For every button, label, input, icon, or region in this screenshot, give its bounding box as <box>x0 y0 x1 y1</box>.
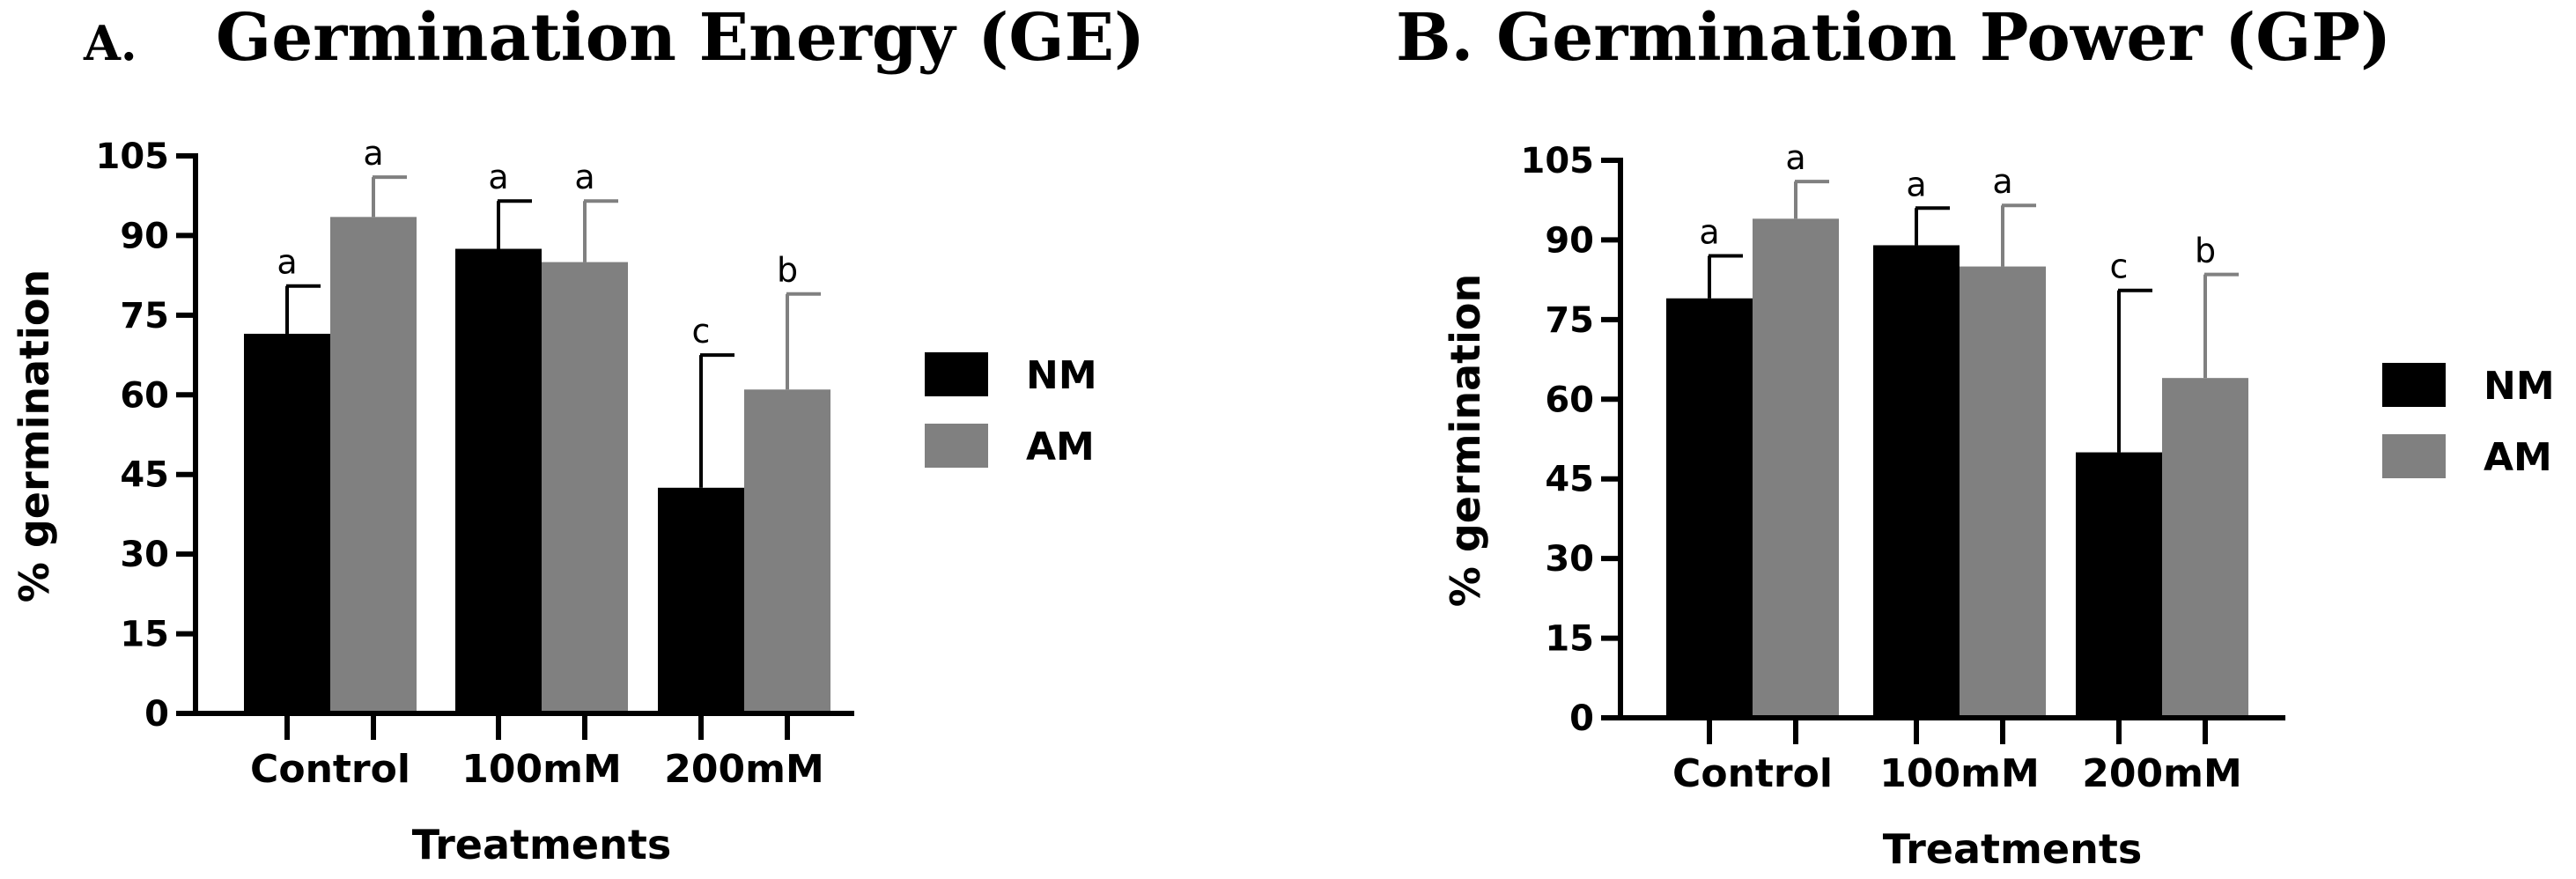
y-tick-label: 75 <box>1545 300 1594 341</box>
y-tick-label: 15 <box>1545 619 1594 660</box>
y-axis-title: % germination <box>1442 274 1489 608</box>
significance-letter: a <box>488 158 508 196</box>
y-tick-label: 90 <box>1545 220 1594 261</box>
significance-letter: a <box>363 134 383 173</box>
significance-letter: a <box>1992 162 2012 201</box>
legend-swatch-am <box>2382 434 2446 478</box>
legend-swatch-nm <box>925 352 988 396</box>
bar-nm-2 <box>2076 452 2162 718</box>
significance-letter: a <box>1699 213 1719 252</box>
y-tick-label: 75 <box>120 296 169 336</box>
bar-nm-0 <box>244 333 330 713</box>
y-tick-label: 60 <box>1545 380 1594 420</box>
y-tick-label: 45 <box>1545 460 1594 500</box>
bar-am-1 <box>1960 266 2046 719</box>
bar-nm-1 <box>1873 245 1960 718</box>
bar-am-0 <box>1753 218 1839 719</box>
legend-swatch-nm <box>2382 363 2446 407</box>
bar-nm-1 <box>455 248 542 713</box>
y-tick-label: 0 <box>144 694 169 735</box>
y-tick-label: 30 <box>1545 539 1594 580</box>
significance-letter: b <box>777 251 798 290</box>
significance-letter: c <box>2110 247 2129 286</box>
x-category-label: Control <box>250 747 410 792</box>
chart-panel-0: A. Germination Energy (GE) a a c a a b 0 15 30 45 60… <box>11 0 1145 868</box>
x-category-label: 200mM <box>664 747 823 792</box>
y-tick-label: 105 <box>96 137 170 177</box>
bar-am-0 <box>330 217 417 714</box>
y-tick-label: 90 <box>120 216 169 256</box>
y-tick-label: 45 <box>120 455 169 496</box>
panel-letter: A. <box>83 15 137 71</box>
significance-letter: a <box>574 158 594 196</box>
chart-title: B. Germination Power (GP) <box>1396 0 2391 76</box>
bar-nm-0 <box>1666 298 1753 718</box>
x-axis-title: Treatments <box>1883 825 2143 873</box>
significance-letter: a <box>1906 165 1926 203</box>
chart-title: Germination Energy (GE) <box>216 0 1145 76</box>
bar-nm-2 <box>658 487 744 713</box>
legend-label-am: AM <box>2484 435 2552 480</box>
x-category-label: 100mM <box>1879 751 2039 796</box>
x-category-label: 100mM <box>461 747 621 792</box>
significance-letter: b <box>2195 232 2216 270</box>
chart-panel-1: B. Germination Power (GP) a a c a a b 0 15 30 45 60… <box>1396 0 2555 873</box>
bar-am-1 <box>542 262 628 714</box>
x-category-label: 200mM <box>2082 751 2241 796</box>
bar-am-2 <box>2162 378 2248 718</box>
y-tick-label: 0 <box>1569 698 1594 739</box>
y-tick-label: 60 <box>120 375 169 416</box>
y-tick-label: 105 <box>1521 141 1595 181</box>
significance-letter: c <box>692 312 711 351</box>
x-axis-title: Treatments <box>412 821 672 868</box>
y-tick-label: 30 <box>120 535 169 575</box>
legend-swatch-am <box>925 424 988 468</box>
y-axis-title: % germination <box>11 270 58 603</box>
bar-am-2 <box>744 389 830 713</box>
significance-letter: a <box>1785 138 1805 177</box>
x-category-label: Control <box>1672 751 1833 796</box>
significance-letter: a <box>277 243 297 282</box>
legend-label-am: AM <box>1026 425 1095 469</box>
y-tick-label: 15 <box>120 615 169 655</box>
legend-label-nm: NM <box>1026 353 1097 398</box>
legend-label-nm: NM <box>2484 364 2555 409</box>
